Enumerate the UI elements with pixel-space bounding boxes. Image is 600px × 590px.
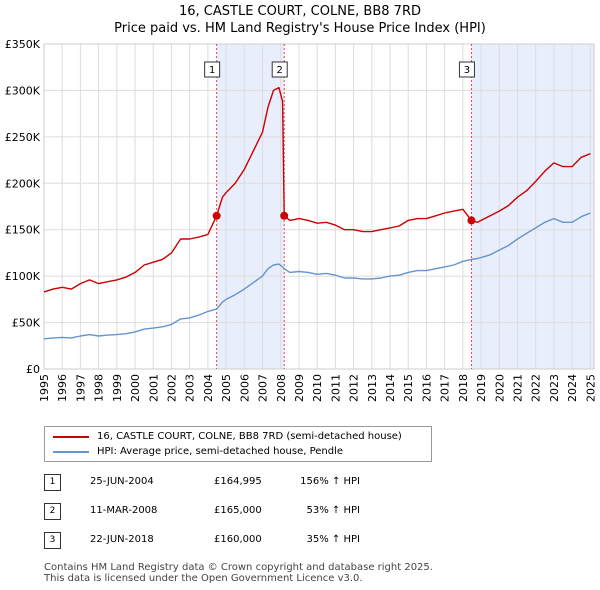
sale-hpi-change: 53% ↑ HPI: [306, 505, 360, 516]
sale-price: £160,000: [214, 534, 262, 545]
sale-row: 2 11-MAR-2008 £165,000 53% ↑ HPI: [44, 499, 474, 528]
x-tick-label: 1996: [56, 374, 69, 402]
y-tick-label: £200K: [5, 177, 41, 190]
x-tick-label: 2020: [493, 374, 506, 402]
x-tick-label: 2002: [165, 374, 178, 402]
x-tick-label: 1995: [38, 374, 51, 402]
x-tick-label: 1998: [93, 374, 106, 402]
sale-badge-label: 1: [209, 65, 215, 76]
sale-price: £164,995: [214, 476, 262, 487]
y-tick-label: £350K: [5, 38, 41, 51]
x-tick-label: 2024: [566, 374, 579, 402]
sale-row: 1 25-JUN-2004 £164,995 156% ↑ HPI: [44, 470, 474, 499]
x-tick-label: 2014: [384, 374, 397, 402]
footer: Contains HM Land Registry data © Crown c…: [44, 562, 433, 584]
x-tick-label: 2022: [530, 374, 543, 402]
sale-number-badge: 1: [44, 474, 61, 491]
sale-date: 22-JUN-2018: [90, 534, 154, 545]
shaded-ranges: [216, 44, 594, 369]
legend-swatch-property: [53, 436, 89, 438]
sale-badge: 2: [271, 61, 288, 78]
plot-border: [43, 43, 595, 370]
sale-badge: 1: [204, 61, 221, 78]
y-tick-label: £100K: [5, 270, 41, 283]
y-tick-label: £150K: [5, 224, 41, 237]
shaded-range: [471, 44, 594, 369]
legend: 16, CASTLE COURT, COLNE, BB8 7RD (semi-d…: [44, 426, 432, 462]
sale-badge: 3: [458, 61, 475, 78]
x-tick-label: 2007: [257, 374, 270, 402]
sale-badge-label: 3: [464, 65, 470, 76]
x-tick-label: 2009: [293, 374, 306, 402]
hpi-line: [43, 212, 591, 340]
x-tick-label: 2021: [512, 374, 525, 402]
gridlines: [43, 43, 595, 370]
x-tick-label: 2023: [548, 374, 561, 402]
sale-points: [212, 211, 476, 225]
x-tick-label: 2000: [129, 374, 142, 402]
legend-label-property: 16, CASTLE COURT, COLNE, BB8 7RD (semi-d…: [97, 431, 402, 442]
x-tick-label: 2025: [584, 374, 597, 402]
sale-point: [212, 211, 221, 220]
x-tick-label: 2016: [420, 374, 433, 402]
y-tick-label: £50K: [12, 317, 41, 330]
x-tick-label: 2001: [147, 374, 160, 402]
sale-date: 25-JUN-2004: [90, 476, 154, 487]
sale-badge-box: [271, 61, 288, 78]
legend-label-hpi: HPI: Average price, semi-detached house,…: [97, 446, 344, 457]
series-lines: [43, 86, 591, 340]
sale-hpi-change: 35% ↑ HPI: [306, 534, 360, 545]
x-tick-label: 2008: [275, 374, 288, 402]
x-tick-label: 1997: [74, 374, 87, 402]
chart-subtitle: Price paid vs. HM Land Registry's House …: [114, 21, 486, 36]
x-tick-label: 2013: [366, 374, 379, 402]
shaded-range: [216, 44, 285, 369]
axis-ticks: £0 £50K £100K £150K £200K £250K £300K £350K 1995…: [5, 38, 598, 402]
x-tick-label: 2006: [238, 374, 251, 402]
sale-point: [280, 211, 289, 220]
x-tick-label: 2015: [402, 374, 415, 402]
x-tick-label: 2018: [457, 374, 470, 402]
y-tick-label: £300K: [5, 84, 41, 97]
sale-point: [467, 216, 476, 225]
x-tick-label: 2012: [348, 374, 361, 402]
sale-badges: 1 2 3: [204, 61, 475, 78]
x-tick-label: 2004: [202, 374, 215, 402]
sale-badge-box: [204, 61, 221, 78]
sale-row: 3 22-JUN-2018 £160,000 35% ↑ HPI: [44, 528, 474, 557]
x-tick-label: 2005: [220, 374, 233, 402]
chart-title: 16, CASTLE COURT, COLNE, BB8 7RD: [179, 4, 421, 19]
x-tick-label: 2017: [439, 374, 452, 402]
sales-table: 1 25-JUN-2004 £164,995 156% ↑ HPI 2 11-M…: [44, 470, 474, 557]
x-tick-label: 1999: [111, 374, 124, 402]
sale-badge-box: [458, 61, 475, 78]
footer-licence: This data is licensed under the Open Gov…: [44, 573, 363, 584]
x-tick-label: 2010: [311, 374, 324, 402]
y-tick-label: £0: [26, 363, 40, 376]
x-tick-label: 2011: [329, 374, 342, 402]
price-chart: 1 2 3 £0 £50K £100K £150K £200K £250K £300K £350K…: [5, 38, 598, 402]
x-tick-label: 2019: [475, 374, 488, 402]
x-tick-label: 2003: [184, 374, 197, 402]
property-line: [43, 86, 591, 293]
sale-hpi-change: 156% ↑ HPI: [300, 476, 360, 487]
sale-number-badge: 2: [44, 503, 61, 520]
sale-number-badge: 3: [44, 532, 61, 549]
sale-price: £165,000: [214, 505, 262, 516]
y-tick-label: £250K: [5, 131, 41, 144]
footer-copyright: Contains HM Land Registry data © Crown c…: [44, 562, 433, 573]
legend-swatch-hpi: [53, 451, 89, 453]
sale-badge-label: 2: [277, 65, 283, 76]
sale-date: 11-MAR-2008: [90, 505, 158, 516]
